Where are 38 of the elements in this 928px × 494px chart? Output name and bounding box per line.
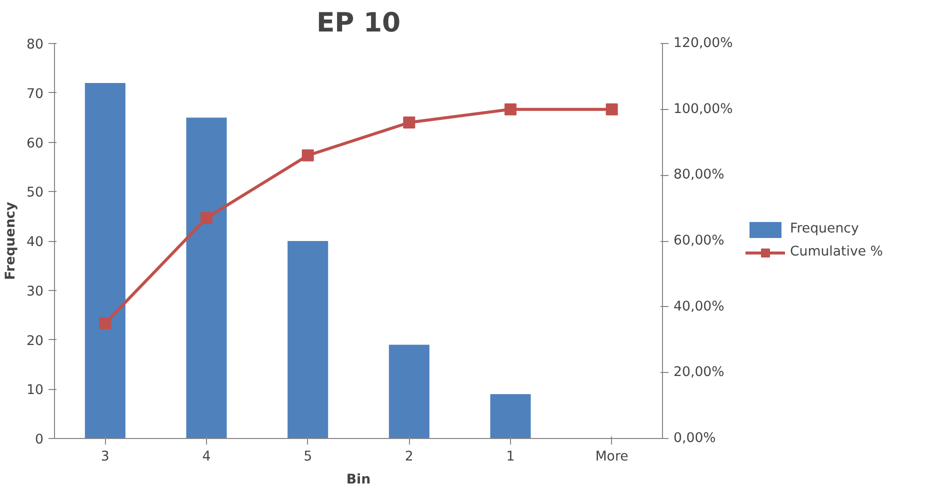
x-tick-label: 2 bbox=[404, 450, 414, 464]
x-tick-label: 1 bbox=[506, 450, 515, 464]
bar bbox=[388, 344, 430, 438]
legend-label: Cumulative % bbox=[790, 244, 883, 260]
bar bbox=[490, 394, 531, 438]
point bbox=[99, 317, 112, 330]
y2-tick-label: 0,00% bbox=[674, 431, 716, 446]
y2-tick-label: 120,00% bbox=[674, 36, 733, 51]
x-axis-title: Bin bbox=[346, 472, 371, 488]
x-tick-label: More bbox=[595, 450, 628, 464]
point bbox=[606, 103, 618, 116]
point bbox=[403, 116, 416, 128]
y2-tick-label: 20,00% bbox=[674, 365, 724, 380]
bar bbox=[84, 83, 126, 438]
bar bbox=[186, 118, 227, 438]
y2-tick-label: 60,00% bbox=[674, 234, 724, 248]
y-tick-label: 10 bbox=[26, 383, 44, 398]
y2-tick-label: 100,00% bbox=[674, 102, 733, 117]
point bbox=[302, 149, 314, 162]
point bbox=[200, 212, 212, 224]
point bbox=[504, 103, 516, 116]
y2-tick-label: 40,00% bbox=[674, 299, 724, 314]
y-tick-label: 0 bbox=[35, 432, 44, 448]
x-tick-label: 3 bbox=[100, 450, 110, 464]
x-tick-label: 4 bbox=[202, 450, 211, 464]
y-axis-title: Frequency bbox=[4, 202, 19, 280]
chart-title: EP 10 bbox=[316, 8, 401, 38]
y-tick-label: 40 bbox=[26, 235, 44, 250]
bar bbox=[288, 241, 328, 438]
y-tick-label: 50 bbox=[26, 186, 44, 201]
y-tick-label: 60 bbox=[26, 136, 44, 152]
y-tick-label: 30 bbox=[26, 284, 44, 300]
y-tick-label: 80 bbox=[26, 38, 44, 52]
y2-tick-label: 80,00% bbox=[674, 168, 724, 183]
legend-label: Frequency bbox=[790, 222, 859, 236]
y-tick-label: 70 bbox=[26, 86, 44, 102]
y-tick-label: 20 bbox=[26, 334, 44, 349]
x-tick-label: 5 bbox=[304, 450, 312, 464]
